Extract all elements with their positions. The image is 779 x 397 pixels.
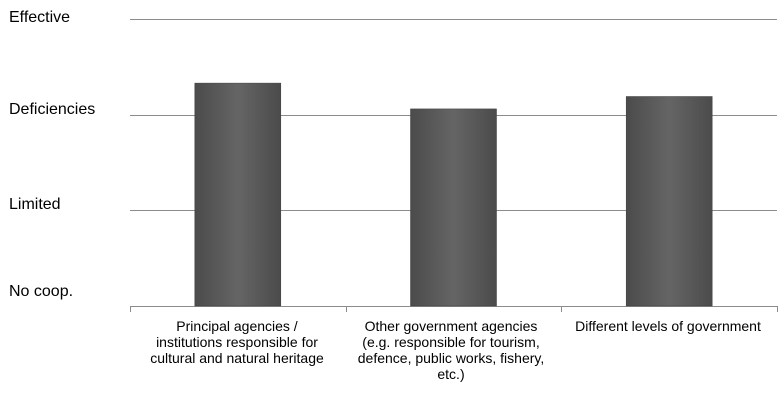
y-tick-label-no-coop: No coop. bbox=[9, 283, 74, 300]
bar-3 bbox=[625, 96, 713, 307]
category-line: defence, public works, fishery, bbox=[357, 350, 545, 366]
x-category-label-different-levels: Different levels of government bbox=[560, 318, 776, 334]
category-line: cultural and natural heritage bbox=[150, 350, 324, 366]
y-tick-label-deficiencies: Deficiencies bbox=[9, 101, 96, 118]
category-line: (e.g. responsible for tourism, bbox=[362, 334, 540, 350]
category-line: etc.) bbox=[437, 366, 465, 382]
category-line: Different levels of government bbox=[575, 318, 761, 334]
bar-1 bbox=[194, 82, 282, 307]
category-line: Principal agencies / bbox=[176, 318, 298, 334]
x-category-label-other-government-agencies: Other government agencies (e.g. responsi… bbox=[344, 318, 558, 382]
x-category-label-principal-agencies: Principal agencies / institutions respon… bbox=[132, 318, 342, 366]
category-line: Other government agencies bbox=[364, 318, 538, 334]
y-tick-label-limited: Limited bbox=[9, 196, 61, 213]
category-line: institutions responsible for bbox=[156, 334, 318, 350]
y-tick-label-effective: Effective bbox=[9, 9, 71, 26]
bar-2 bbox=[410, 108, 497, 307]
